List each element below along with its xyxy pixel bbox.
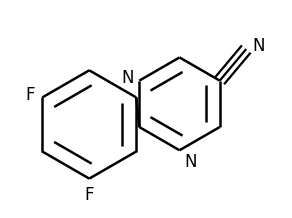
- Text: N: N: [122, 69, 134, 87]
- Text: F: F: [84, 186, 94, 204]
- Text: N: N: [253, 37, 265, 55]
- Text: N: N: [185, 153, 197, 171]
- Text: F: F: [25, 86, 35, 104]
